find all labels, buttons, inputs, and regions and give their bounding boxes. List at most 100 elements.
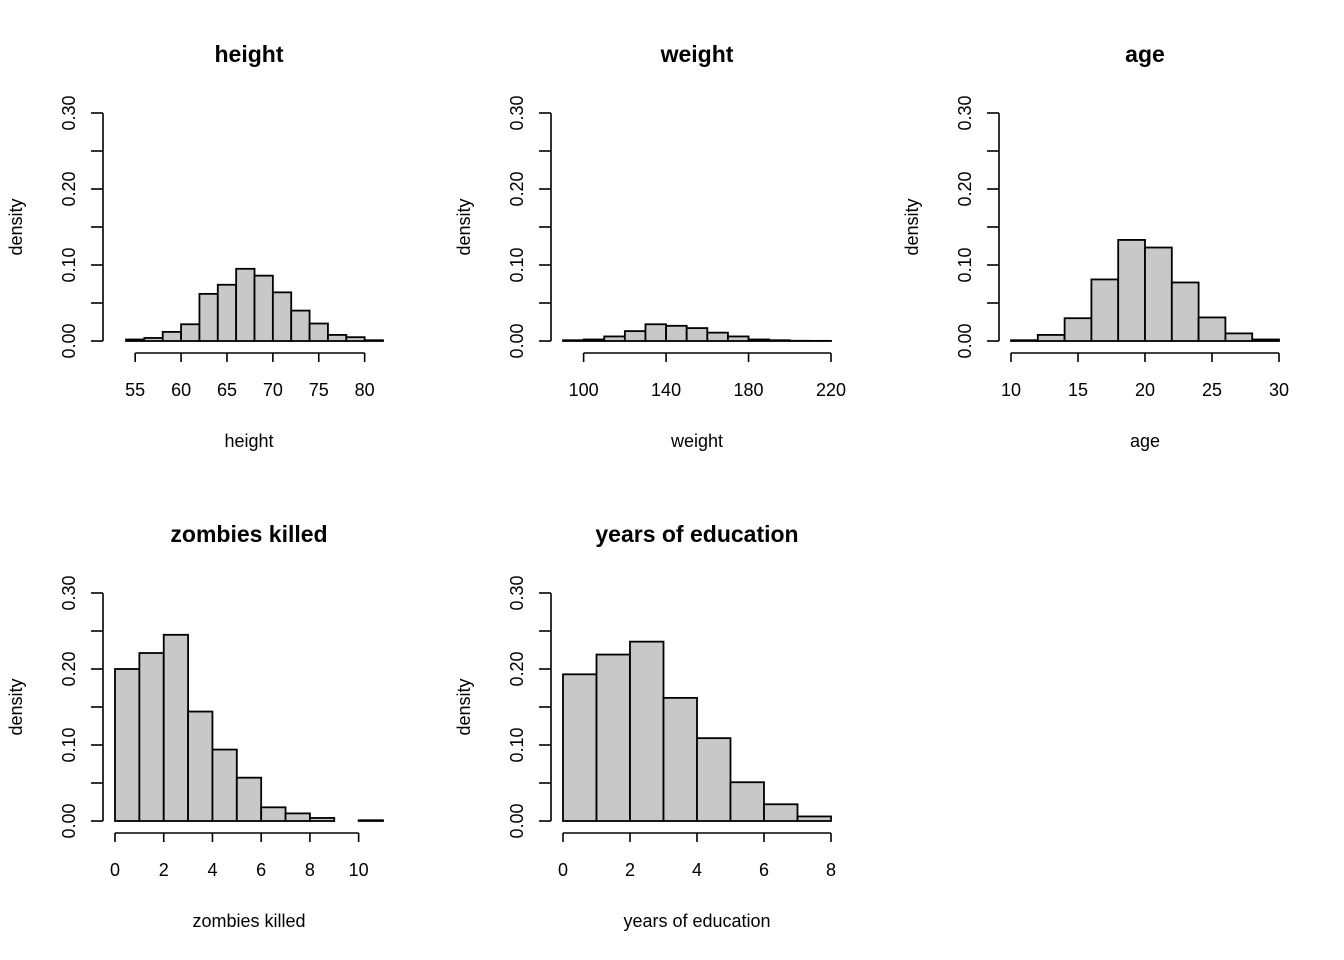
x-tick-label: 140 [651, 380, 681, 400]
x-tick-label: 70 [263, 380, 283, 400]
histogram-bar [309, 817, 336, 822]
x-tick-label: 8 [305, 860, 315, 880]
y-tick-label: 0.30 [955, 95, 975, 130]
histogram-bar [623, 330, 647, 342]
x-axis-label: weight [670, 431, 723, 451]
panel-weight: weight weight density 100 140 180 220 0.000… [454, 41, 846, 451]
histogram-bar [211, 748, 238, 822]
y-tick-label: 0.30 [59, 95, 79, 130]
histogram-bar [727, 335, 750, 342]
y-axis-label: density [454, 198, 474, 255]
y-tick-label: 0.20 [955, 171, 975, 206]
x-tick-label: 180 [734, 380, 764, 400]
panel-title: zombies killed [170, 521, 327, 547]
x-tick-label: 0 [558, 860, 568, 880]
histogram-bar [357, 819, 384, 822]
x-axis-label: height [224, 431, 273, 451]
histogram-bar [216, 283, 238, 342]
histogram-bar [161, 330, 182, 342]
histogram-bar [665, 324, 688, 342]
y-tick-label: 0.10 [955, 247, 975, 282]
y-tick-label: 0.10 [59, 247, 79, 282]
y-tick-label: 0.30 [59, 575, 79, 610]
x-axis-label: years of education [623, 911, 770, 931]
x-axis: 0 2 4 6 8 10 [110, 832, 369, 880]
histogram-bar [235, 267, 256, 342]
y-axis-label: density [454, 678, 474, 735]
x-axis-label: age [1130, 431, 1160, 451]
histogram-bar [327, 334, 348, 342]
histogram-bar [768, 339, 791, 342]
histogram-bar [114, 668, 141, 822]
y-axis-label: density [902, 198, 922, 255]
histogram-bar [284, 812, 311, 822]
histogram-bar [363, 339, 384, 342]
y-axis: 0.00 0.10 0.20 0.30 [59, 575, 104, 839]
y-tick-label: 0.20 [59, 171, 79, 206]
panel-zombies-killed: zombies killed zombies killed density 0 2… [6, 521, 384, 931]
x-tick-label: 80 [355, 380, 375, 400]
x-tick-label: 6 [256, 860, 266, 880]
histogram-bar [595, 653, 631, 822]
histogram-bar [1090, 278, 1120, 342]
y-tick-label: 0.20 [507, 651, 527, 686]
histogram-bar [260, 806, 287, 822]
y-axis-label: density [6, 678, 26, 735]
histogram-bar [1251, 338, 1280, 342]
y-axis: 0.00 0.10 0.20 0.30 [955, 95, 1000, 359]
x-tick-label: 25 [1202, 380, 1222, 400]
histogram-bar [235, 776, 263, 822]
panel-title: height [215, 41, 284, 67]
histogram-bar [1144, 246, 1173, 342]
bars [1010, 239, 1280, 342]
y-tick-label: 0.30 [507, 95, 527, 130]
histogram-bar [685, 327, 709, 342]
x-tick-label: 220 [816, 380, 846, 400]
panel-title: weight [660, 41, 734, 67]
y-tick-label: 0.10 [59, 727, 79, 762]
x-tick-label: 10 [1001, 380, 1021, 400]
x-tick-label: 100 [569, 380, 599, 400]
panel-title: years of education [595, 521, 798, 547]
histogram-bar [198, 292, 219, 342]
histogram-bar [644, 323, 667, 342]
histogram-bar [562, 673, 598, 822]
y-axis-label: density [6, 198, 26, 255]
x-axis: 55 60 65 70 75 80 [125, 352, 375, 400]
y-axis: 0.00 0.10 0.20 0.30 [59, 95, 104, 359]
y-tick-label: 0.20 [59, 651, 79, 686]
x-tick-label: 4 [207, 860, 217, 880]
y-tick-label: 0.00 [59, 803, 79, 838]
y-tick-label: 0.00 [507, 323, 527, 358]
histogram-bar [290, 309, 311, 342]
histogram-bar [1224, 332, 1254, 342]
panel-height: height height density 55 60 65 70 75 80 0.000… [6, 41, 384, 451]
x-tick-label: 75 [309, 380, 329, 400]
histogram-bar [706, 331, 729, 342]
histogram-bar [138, 652, 165, 822]
histogram-bar [629, 640, 665, 822]
histogram-bar [187, 710, 214, 822]
x-axis: 10 15 20 25 30 [1001, 352, 1289, 400]
panel-years-of-education: years of education years of education de… [454, 521, 836, 931]
histogram-bar [747, 338, 771, 342]
histogram-bar [1197, 316, 1227, 342]
y-axis: 0.00 0.10 0.20 0.30 [507, 95, 552, 359]
x-tick-label: 30 [1269, 380, 1289, 400]
y-tick-label: 0.10 [507, 727, 527, 762]
histogram-bar [696, 737, 732, 822]
bars [562, 323, 832, 342]
bars [114, 633, 384, 822]
histogram-bar [562, 339, 585, 342]
histogram-bar [253, 274, 274, 342]
x-tick-label: 6 [759, 860, 769, 880]
y-tick-label: 0.30 [507, 575, 527, 610]
y-tick-label: 0.00 [507, 803, 527, 838]
histogram-bar [143, 337, 164, 342]
histogram-bar [1117, 239, 1146, 342]
x-tick-label: 15 [1068, 380, 1088, 400]
x-tick-label: 4 [692, 860, 702, 880]
panel-title: age [1125, 41, 1165, 67]
histogram-bar [662, 696, 698, 822]
